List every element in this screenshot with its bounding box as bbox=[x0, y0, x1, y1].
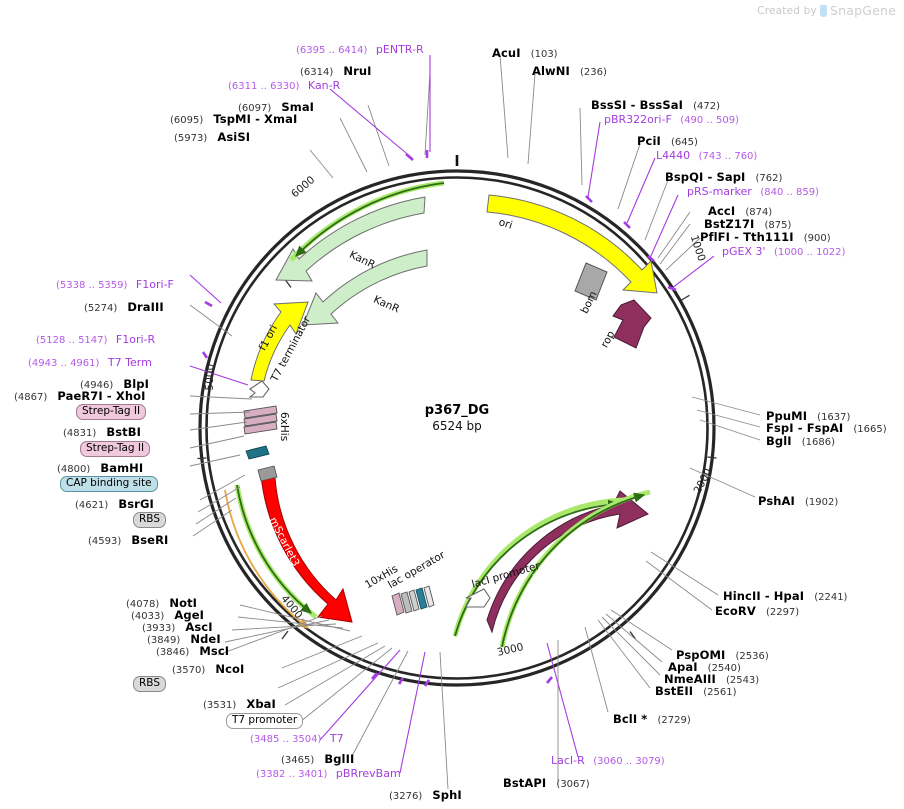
site-label-AccI: AccI (874) bbox=[708, 204, 773, 218]
site-label-HincII-HpaI: HincII - HpaI (2241) bbox=[723, 589, 848, 603]
credit-prefix: Created by bbox=[757, 4, 817, 17]
site-label-T7Term: (4943 .. 4961) T7 Term bbox=[28, 356, 152, 369]
site-label-XbaI: (3531) XbaI bbox=[203, 697, 276, 711]
leader-lines bbox=[189, 54, 761, 790]
plasmid-title: p367_DG 6524 bp bbox=[425, 403, 489, 433]
site-label-pGEX3: pGEX 3' (1000 .. 1022) bbox=[722, 245, 846, 258]
boxed-label-rbs-1: RBS bbox=[133, 512, 166, 529]
mscarlet-direction-arrows bbox=[224, 484, 318, 629]
ruler-label-5000: 5000 bbox=[203, 363, 217, 391]
site-label-PshAI: PshAI (1902) bbox=[758, 494, 839, 508]
plasmid-name: p367_DG bbox=[424, 403, 490, 418]
site-label-AcuI: AcuI (103) bbox=[492, 46, 558, 60]
site-label-DraIII: (5274) DraIII bbox=[84, 300, 164, 314]
plasmid-size: 6524 bp bbox=[432, 419, 482, 433]
site-label-Kan-R: (6311 .. 6330) Kan-R bbox=[228, 79, 341, 92]
primer-ticks-on-backbone bbox=[201, 150, 677, 687]
site-label-BspQI-SapI: BspQI - SapI (762) bbox=[665, 170, 783, 184]
site-label-BglII: (3465) BglII bbox=[281, 752, 355, 766]
site-label-BglI: BglI (1686) bbox=[766, 434, 835, 448]
boxed-label-strep-tag-ii-2: Strep-Tag II bbox=[80, 441, 151, 458]
site-label-pENTR-R: (6395 .. 6414) pENTR-R bbox=[296, 43, 424, 56]
feature-lac-operator-cluster bbox=[391, 585, 435, 616]
site-label-AlwNI: AlwNI (236) bbox=[532, 64, 607, 78]
site-label-BlpI: (4946) BlpI bbox=[80, 377, 149, 391]
site-label-AgeI: (4033) AgeI bbox=[131, 608, 204, 622]
site-label-BstEII: BstEII (2561) bbox=[655, 684, 737, 698]
site-label-PspOMI: PspOMI (2536) bbox=[676, 648, 769, 662]
site-label-BstAPI: BstAPI (3067) bbox=[503, 776, 590, 790]
site-label-F1ori-R: (5128 .. 5147) F1ori-R bbox=[36, 333, 156, 346]
site-label-BstZ17I: BstZ17I (875) bbox=[704, 217, 792, 231]
site-label-NcoI: (3570) NcoI bbox=[172, 662, 245, 676]
feature-small-teal-box bbox=[245, 445, 270, 460]
kanr-direction-arrow bbox=[289, 180, 445, 262]
site-label-FspI-FspAI: FspI - FspAI (1665) bbox=[766, 421, 887, 435]
site-label-NdeI: (3849) NdeI bbox=[147, 632, 221, 646]
feature-kanr-outer bbox=[275, 196, 426, 282]
site-label-NmeAIII: NmeAIII (2543) bbox=[664, 672, 760, 686]
site-label-BseRI: (4593) BseRI bbox=[88, 533, 169, 547]
snapgene-credit: Created by SnapGene bbox=[757, 3, 896, 18]
site-label-PciI: PciI (645) bbox=[637, 134, 698, 148]
site-label-AscI: (3933) AscI bbox=[142, 620, 213, 634]
site-label-BssSI-BssSaI: BssSI - BssSaI (472) bbox=[591, 98, 720, 112]
site-label-NruI: (6314) NruI bbox=[300, 64, 372, 78]
site-label-pRS-marker: pRS-marker (840 .. 859) bbox=[687, 185, 820, 198]
site-label-pBRrevBam: (3382 .. 3401) pBRrevBam bbox=[256, 767, 401, 780]
feature-6xhis bbox=[243, 405, 278, 435]
feature-rop bbox=[612, 299, 652, 349]
site-label-ApaI: ApaI (2540) bbox=[668, 660, 741, 674]
site-label-MscI: (3846) MscI bbox=[156, 644, 230, 658]
site-label-NotI: (4078) NotI bbox=[126, 596, 198, 610]
feature-bom bbox=[574, 262, 608, 301]
snapgene-logo-icon bbox=[819, 4, 827, 17]
site-label-TspMI-XmaI: (6095) TspMI - XmaI bbox=[170, 112, 298, 126]
feature-label-6xhis: 6xHis bbox=[278, 412, 290, 442]
site-label-PpuMI: PpuMI (1637) bbox=[766, 409, 851, 423]
feature-mscarlet3 bbox=[257, 465, 353, 623]
site-label-PaeR7I-XhoI: (4867) PaeR7I - XhoI bbox=[14, 389, 146, 403]
site-label-SphI: (3276) SphI bbox=[389, 788, 462, 802]
site-label-LacI-R: LacI-R (3060 .. 3079) bbox=[551, 754, 665, 767]
feature-kanr-inner bbox=[302, 249, 428, 326]
site-label-BamHI: (4800) BamHI bbox=[57, 461, 144, 475]
boxed-label-rbs-2: RBS bbox=[133, 676, 166, 693]
boxed-label-strep-tag-ii-1: Strep-Tag II bbox=[76, 404, 147, 421]
boxed-label-t7-promoter: T7 promoter bbox=[226, 713, 304, 730]
site-label-BclI: BclI * (2729) bbox=[613, 712, 691, 726]
site-label-PflFI-Tth111I: PflFI - Tth111I (900) bbox=[700, 230, 831, 244]
site-label-EcoRV: EcoRV (2297) bbox=[715, 604, 800, 618]
ruler-ticks bbox=[197, 279, 717, 640]
site-label-AsiSI: (5973) AsiSI bbox=[174, 130, 251, 144]
credit-brand: SnapGene bbox=[829, 3, 896, 18]
site-label-BstBI: (4831) BstBI bbox=[63, 425, 142, 439]
feature-laci bbox=[452, 489, 651, 648]
site-label-F1ori-F: (5338 .. 5359) F1ori-F bbox=[56, 278, 174, 291]
feature-f1-ori bbox=[250, 301, 309, 382]
site-label-L4440: L4440 (743 .. 760) bbox=[656, 149, 758, 162]
site-label-SmaI: (6097) SmaI bbox=[238, 100, 315, 114]
feature-t7-terminator bbox=[248, 380, 270, 398]
boxed-label-cap-binding-site: CAP binding site bbox=[60, 476, 158, 493]
site-label-pBR322ori-F: pBR322ori-F (490 .. 509) bbox=[604, 113, 739, 126]
site-label-T7: (3485 .. 3504) T7 bbox=[250, 732, 344, 745]
site-label-BsrGI: (4621) BsrGI bbox=[75, 497, 154, 511]
feature-ori bbox=[486, 194, 658, 294]
feature-laci-promoter bbox=[465, 588, 491, 608]
